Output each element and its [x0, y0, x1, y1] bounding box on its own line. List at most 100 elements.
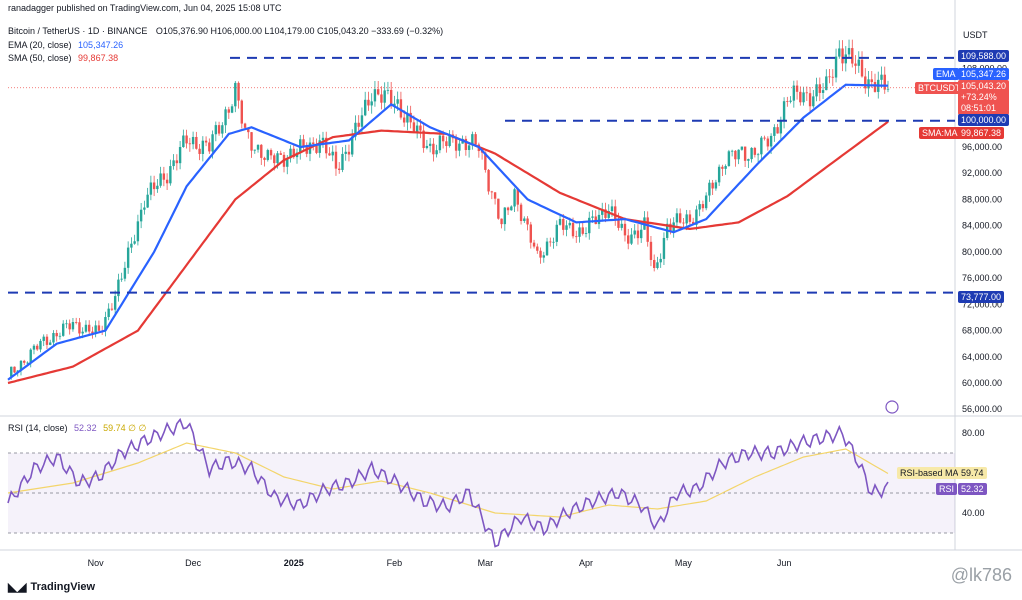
symbol-tag: BTCUSDT	[915, 82, 964, 94]
ema-legend[interactable]: EMA (20, close) 105,347.26	[8, 40, 123, 50]
rsi-tag: RSI	[936, 483, 958, 495]
candle-body	[331, 151, 334, 156]
candle-body	[867, 79, 870, 89]
candle-body	[234, 82, 237, 107]
candle-body	[380, 94, 383, 103]
candle-body	[448, 134, 451, 147]
candle-body	[734, 150, 737, 160]
candle-body	[740, 146, 744, 150]
candle-body	[260, 144, 263, 158]
price-tick-label: 88,000.00	[962, 194, 1002, 204]
candle-body	[315, 144, 318, 153]
candle-body	[201, 140, 205, 154]
candle-body	[247, 127, 250, 133]
candle-body	[493, 192, 497, 199]
time-tick-label: Feb	[387, 558, 403, 568]
sma-legend[interactable]: SMA (50, close) 99,867.38	[8, 53, 118, 63]
candle-body	[240, 100, 244, 124]
price-tick-label: 80,000.00	[962, 247, 1002, 257]
candle-body	[341, 153, 344, 170]
candle-body	[857, 59, 860, 66]
candle-body	[243, 123, 247, 128]
candle-body	[441, 135, 445, 142]
time-tick-label: Dec	[185, 558, 202, 568]
candle-body	[510, 206, 513, 211]
candle-body	[425, 145, 429, 149]
candle-body	[558, 218, 562, 225]
rsi-legend[interactable]: RSI (14, close) 52.32 59.74 ∅ ∅	[8, 423, 146, 434]
candle-body	[412, 122, 416, 133]
candle-body	[659, 258, 662, 263]
candle-body	[701, 204, 705, 209]
candle-body	[78, 322, 81, 334]
candle-body	[490, 191, 494, 193]
candle-body	[370, 101, 373, 106]
bar-countdown: 08:51:01	[961, 103, 997, 113]
candle-body	[130, 243, 133, 248]
candle-body	[571, 222, 575, 237]
candle-body	[376, 89, 380, 95]
candle-body	[191, 136, 195, 145]
candle-body	[513, 189, 516, 207]
alert-icon[interactable]	[885, 400, 899, 414]
candle-body	[65, 323, 68, 325]
candle-body	[208, 142, 211, 152]
symbol-title[interactable]: Bitcoin / TetherUS · 1D · BINANCE	[8, 26, 148, 36]
candle-body	[549, 241, 552, 243]
candle-body	[678, 213, 682, 223]
candle-body	[172, 160, 175, 167]
candle-body	[32, 345, 36, 350]
candle-body	[516, 189, 520, 205]
candle-body	[786, 101, 789, 103]
support-label-73777: 73,777.00	[958, 291, 1005, 303]
candle-body	[756, 154, 760, 156]
candle-body	[617, 219, 620, 228]
rsi-line	[7, 417, 889, 548]
last-price-box: 105,043.20 +73.24% 08:51:01	[958, 80, 1010, 115]
price-tick-label: 68,000.00	[962, 326, 1002, 336]
candle-body	[393, 103, 396, 107]
candle-body	[198, 148, 201, 154]
candle-body	[195, 136, 198, 149]
candle-body	[773, 127, 776, 136]
sma-price-tag: 99,867.38	[958, 127, 1005, 139]
candle-body	[214, 125, 218, 135]
ema-legend-value: 105,347.26	[78, 40, 124, 50]
candle-body	[802, 92, 805, 103]
candle-body	[552, 241, 555, 243]
watermark: @lk786	[950, 565, 1012, 585]
candle-body	[123, 267, 127, 279]
candle-body	[58, 335, 62, 337]
time-tick-label: Nov	[88, 558, 105, 568]
candle-body	[883, 74, 886, 90]
candle-body	[136, 221, 140, 242]
candle-body	[97, 325, 101, 331]
rsi-ma-line	[7, 442, 889, 518]
candle-body	[825, 76, 828, 91]
candle-body	[838, 48, 841, 57]
candle-body	[110, 308, 114, 310]
candle-body	[49, 342, 52, 345]
candle-body	[812, 96, 815, 107]
price-tick-label: 92,000.00	[962, 168, 1002, 178]
candle-body	[597, 214, 601, 225]
tradingview-logo[interactable]: ◣◢ TradingView	[8, 580, 95, 594]
candle-body	[338, 168, 341, 170]
candle-body	[675, 213, 679, 223]
candle-body	[328, 153, 331, 156]
time-tick-label: May	[675, 558, 693, 568]
candle-body	[503, 207, 507, 225]
candle-body	[864, 76, 867, 89]
candle-body	[113, 296, 117, 310]
candle-body	[26, 362, 29, 364]
candle-body	[354, 122, 357, 137]
candle-body	[711, 182, 714, 189]
candle-body	[36, 345, 39, 350]
candle-body	[545, 241, 549, 256]
candle-body	[555, 224, 558, 242]
candle-body	[873, 82, 877, 92]
price-tick-label: 76,000.00	[962, 273, 1002, 283]
candle-body	[588, 217, 591, 234]
candle-body	[221, 125, 224, 134]
candle-body	[402, 117, 406, 123]
